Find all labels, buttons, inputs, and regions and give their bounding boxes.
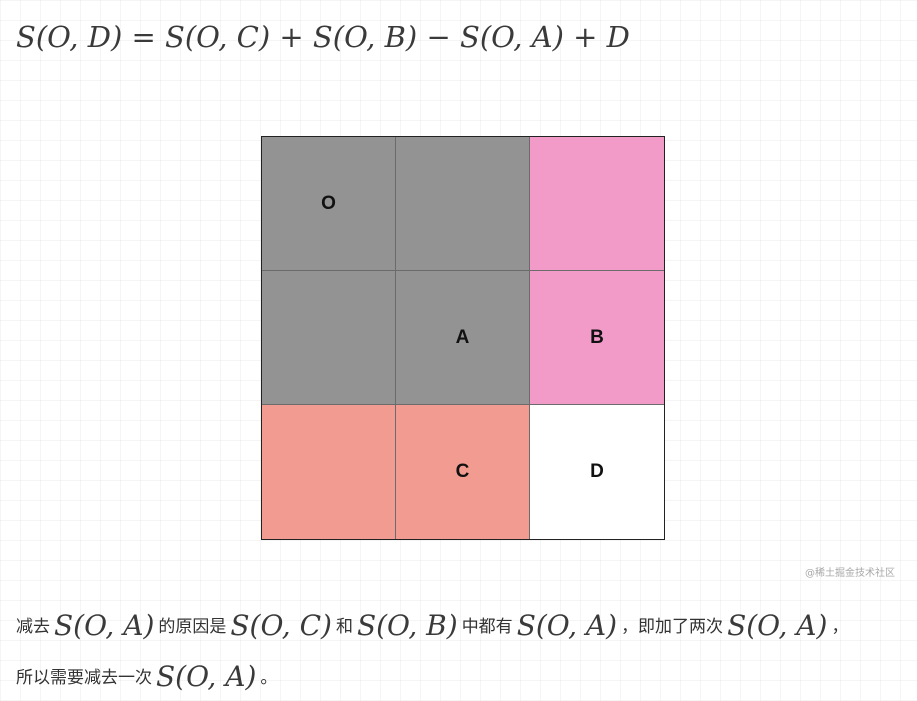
grid-cell-o: O [262, 137, 396, 271]
grid-cell-r1c3 [530, 137, 664, 271]
explanation-text: 中都有 [461, 617, 513, 637]
grid-cell-label: D [590, 461, 604, 482]
watermark: @稀土掘金技术社区 [805, 568, 895, 579]
inline-math: S(O, C) [230, 609, 332, 642]
grid-cell-r1c2 [396, 137, 530, 271]
grid-cell-label: B [590, 326, 604, 348]
grid-cell-a: A [396, 271, 530, 405]
grid-cell-c: C [396, 405, 530, 539]
grid-cell-b: B [530, 271, 664, 405]
inline-math: S(O, A) [516, 609, 618, 642]
inline-math: S(O, A) [727, 609, 828, 642]
explanation-text: 和 [335, 617, 353, 637]
explanation-text: 所以需要减去一次 [16, 668, 152, 688]
explanation-text: ， [831, 617, 849, 637]
inline-math: S(O, A) [156, 660, 257, 693]
grid-cell-label: C [455, 461, 470, 482]
explanation-text: 。 [260, 668, 278, 688]
grid-cell-label: A [455, 326, 470, 348]
grid-cell-r2c1 [262, 271, 396, 405]
explanation-text: 减去 [16, 617, 50, 637]
inline-math: S(O, B) [356, 609, 458, 642]
explanation-text: ，即加了两次 [621, 617, 724, 637]
explanation-text: 的原因是 [158, 617, 227, 637]
inline-math: S(O, A) [54, 609, 155, 642]
explanation-line-2: 所以需要减去一次 S(O, A)。 [16, 660, 277, 693]
grid-cell-label: O [321, 192, 336, 214]
explanation-line-1: 减去 S(O, A) 的原因是 S(O, C) 和 S(O, B) 中都有 S(O, A) ，即… [16, 609, 848, 642]
prefix-sum-grid: O A B C D [261, 136, 665, 540]
grid-cell-r3c1 [262, 405, 396, 539]
formula-heading: S(O, D) = S(O, C) + S(O, B) − S(O, A) + … [16, 20, 630, 54]
grid-cell-d: D [530, 405, 664, 539]
